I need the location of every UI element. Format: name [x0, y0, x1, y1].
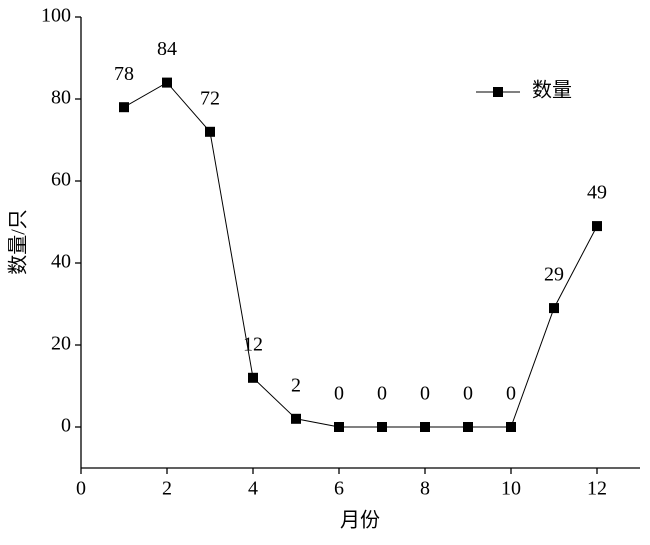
x-tick-label: 12 [587, 478, 607, 500]
marker [592, 221, 602, 232]
marker [205, 126, 215, 137]
y-tick-label: 60 [51, 169, 71, 191]
y-tick-label: 80 [51, 87, 71, 109]
data-label: 2 [291, 374, 301, 396]
data-label: 72 [200, 87, 220, 109]
x-tick-label: 0 [76, 478, 86, 500]
x-tick-label: 10 [501, 478, 521, 500]
series-line [123, 81, 598, 428]
data-label: 12 [243, 333, 263, 355]
marker [463, 422, 473, 432]
data-label: 0 [506, 383, 516, 405]
y-tick-label: 40 [51, 251, 71, 273]
marker [549, 303, 559, 314]
y-axis-label: 数量/只 [7, 209, 30, 275]
marker [334, 422, 344, 432]
data-label: 49 [587, 182, 607, 204]
marker [162, 77, 172, 88]
data-label: 78 [114, 63, 134, 85]
x-tick-label: 8 [420, 478, 430, 500]
x-axis-label: 月份 [340, 509, 380, 532]
marker [420, 422, 430, 432]
x-tick-label: 2 [162, 478, 172, 500]
y-tick-label: 100 [41, 5, 71, 27]
x-tick-label: 4 [248, 478, 258, 500]
data-label: 29 [544, 264, 564, 286]
y-tick-label: 20 [51, 333, 71, 355]
data-label: 0 [334, 383, 344, 405]
data-label: 0 [377, 383, 387, 405]
marker [119, 102, 129, 113]
marker [377, 422, 387, 432]
marker [506, 422, 516, 432]
legend-label: 数量 [532, 79, 572, 102]
marker [248, 372, 258, 383]
data-label: 84 [157, 38, 177, 60]
legend-marker [493, 87, 503, 97]
marker [291, 413, 301, 424]
y-tick-label: 0 [61, 415, 71, 437]
x-tick-label: 6 [334, 478, 344, 500]
data-label: 0 [420, 383, 430, 405]
data-label: 0 [463, 383, 473, 405]
